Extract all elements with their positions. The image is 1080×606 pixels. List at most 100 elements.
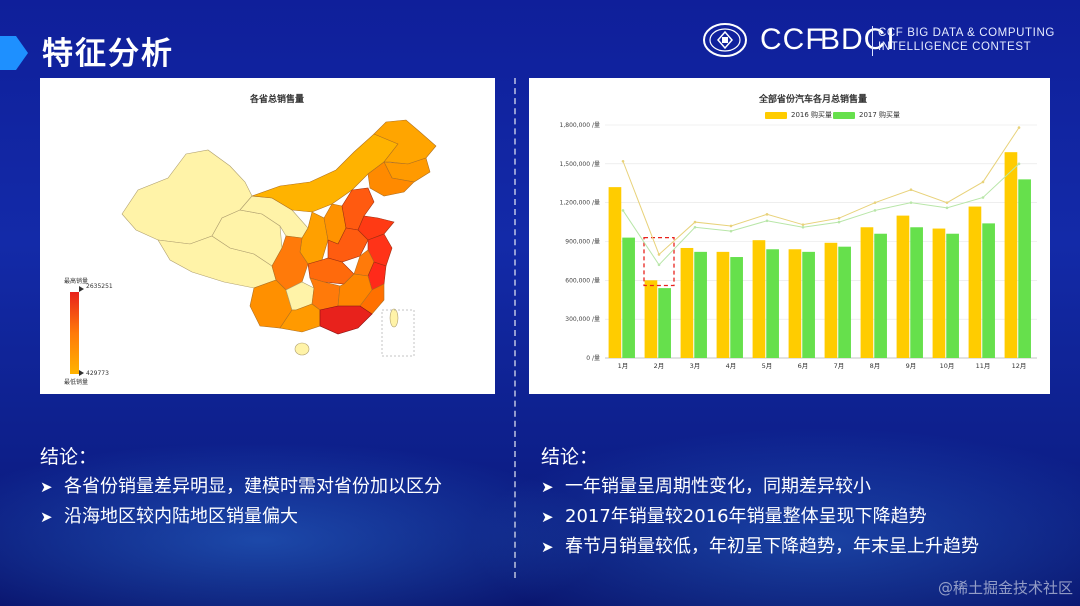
trend-point bbox=[873, 209, 877, 212]
map-region-liaoning bbox=[367, 161, 415, 197]
trend-point bbox=[729, 229, 733, 233]
arrow-bullet-icon: ➤ bbox=[40, 478, 53, 496]
left-conclusion-heading: 结论： bbox=[40, 446, 98, 468]
trend-point bbox=[729, 224, 733, 228]
y-tick-label: 600,000 /量 bbox=[565, 277, 600, 284]
trend-point bbox=[873, 201, 877, 204]
left-conclusions: 结论： ➤ 各省份销量差异明显，建模时需对省份加以区分 ➤ 沿海地区较内陆地区销量偏… bbox=[40, 442, 442, 532]
trend-point bbox=[621, 159, 625, 163]
map-region-taiwan bbox=[389, 308, 399, 328]
legend-2017-label: 2017 购买量 bbox=[859, 111, 901, 119]
bar-2017 bbox=[874, 233, 887, 358]
bar-2016 bbox=[788, 249, 802, 358]
right-conclusion-heading: 结论： bbox=[541, 446, 599, 468]
scale-max-label: 最高销量 bbox=[64, 278, 89, 285]
trend-point bbox=[909, 188, 913, 192]
trend-point bbox=[801, 225, 805, 229]
watermark: @稀土掘金技术社区 bbox=[938, 579, 1074, 597]
ccf-bdci-logo: CCF BDCI CCF BIG DATA & COMPUTING INTELL… bbox=[702, 22, 1062, 62]
left-conclusion-item: ➤ 各省份销量差异明显，建模时需对省份加以区分 bbox=[40, 472, 442, 502]
monthly-sales-bar-chart: 1,800,000 /量 1,500,000 /量 1,200,000 /量 900,… bbox=[560, 122, 1037, 370]
bar-2017 bbox=[766, 249, 779, 358]
x-tick-label: 3月 bbox=[690, 362, 701, 370]
trend-point bbox=[981, 196, 985, 199]
bar-2017 bbox=[658, 288, 671, 358]
south-china-sea-inset bbox=[381, 309, 415, 357]
scale-min-value: 429773 bbox=[86, 370, 109, 377]
trend-point bbox=[945, 201, 949, 204]
bar-2016 bbox=[644, 280, 658, 358]
bar-2017 bbox=[730, 257, 743, 358]
trend-point bbox=[765, 213, 769, 216]
x-tick-label: 1月 bbox=[618, 362, 629, 370]
y-tick-label: 300,000 /量 bbox=[565, 316, 600, 323]
y-tick-label: 0 /量 bbox=[586, 355, 600, 362]
bar-2017 bbox=[802, 251, 815, 358]
seal-logo-icon bbox=[703, 23, 747, 57]
bar-2017 bbox=[946, 233, 959, 358]
trend-point bbox=[693, 225, 697, 229]
trend-point bbox=[657, 263, 661, 267]
x-tick-label: 8月 bbox=[870, 362, 881, 370]
trend-point bbox=[837, 216, 841, 220]
trend-point bbox=[1017, 126, 1021, 129]
arrow-bullet-icon: ➤ bbox=[541, 538, 554, 556]
chart-title: 全部省份汽车各月总销售量 bbox=[759, 95, 868, 105]
bar-2016 bbox=[824, 242, 838, 358]
x-tick-label: 2月 bbox=[654, 362, 665, 370]
province-sales-map-panel: 各省总销售量 bbox=[40, 78, 495, 394]
bar-2016 bbox=[968, 206, 982, 358]
right-conclusion-text: 2017年销量较2016年销量整体呈现下降趋势 bbox=[565, 506, 927, 527]
bar-2016 bbox=[860, 227, 874, 358]
trend-point bbox=[945, 206, 949, 210]
bar-2017 bbox=[622, 237, 635, 358]
y-tick-label: 1,500,000 /量 bbox=[560, 161, 600, 168]
left-conclusion-item: ➤ 沿海地区较内陆地区销量偏大 bbox=[40, 502, 442, 532]
bar-2016 bbox=[896, 215, 910, 358]
vertical-divider bbox=[514, 78, 516, 578]
title-accent-icon bbox=[0, 36, 28, 70]
trend-point bbox=[801, 223, 805, 226]
trend-point bbox=[1017, 162, 1021, 166]
y-tick-label: 1,800,000 /量 bbox=[560, 122, 600, 129]
legend-2016-label: 2016 购买量 bbox=[791, 111, 833, 119]
trend-point bbox=[981, 180, 985, 184]
trend-point bbox=[693, 220, 697, 224]
bar-2017 bbox=[982, 223, 995, 358]
bar-2016 bbox=[1004, 152, 1018, 358]
x-tick-label: 10月 bbox=[940, 362, 955, 370]
logo-ccf-text: CCF bbox=[760, 23, 825, 56]
legend-2017: 2017 购买量 bbox=[833, 110, 900, 120]
logo-tagline-line2: INTELLIGENCE CONTEST bbox=[878, 41, 1032, 53]
bar-2017 bbox=[1018, 179, 1031, 358]
right-conclusion-item: ➤ 春节月销量较低，年初呈下降趋势，年末呈上升趋势 bbox=[541, 532, 979, 562]
sales-scale-bar bbox=[70, 292, 79, 374]
right-conclusion-item: ➤ 2017年销量较2016年销量整体呈现下降趋势 bbox=[541, 502, 979, 532]
arrow-bullet-icon: ➤ bbox=[541, 478, 554, 496]
trend-point bbox=[909, 201, 913, 204]
scale-max-value: 2635251 bbox=[86, 283, 113, 290]
arrow-bullet-icon: ➤ bbox=[541, 508, 554, 526]
scale-min-label: 最低销量 bbox=[64, 379, 89, 386]
map-region-hainan bbox=[294, 342, 310, 356]
left-conclusion-text: 各省份销量差异明显，建模时需对省份加以区分 bbox=[64, 476, 442, 497]
x-tick-label: 4月 bbox=[726, 362, 737, 370]
legend-2016-swatch bbox=[765, 111, 787, 119]
map-region-shaanxi bbox=[299, 211, 329, 265]
bar-2016 bbox=[680, 247, 694, 358]
bar-2017 bbox=[694, 251, 707, 358]
x-tick-label: 6月 bbox=[798, 362, 809, 370]
bar-2017 bbox=[910, 227, 923, 358]
trend-line bbox=[622, 163, 1020, 266]
logo-bdci-text: BDCI bbox=[820, 23, 896, 56]
map-region-guangdong bbox=[319, 305, 373, 335]
logo-separator bbox=[872, 26, 873, 56]
map-region-qinghai bbox=[211, 209, 283, 267]
highlight-box bbox=[643, 236, 675, 287]
x-tick-label: 7月 bbox=[834, 362, 845, 370]
legend-2016: 2016 购买量 bbox=[765, 110, 832, 120]
logo-tagline-line1: CCF BIG DATA & COMPUTING bbox=[878, 27, 1055, 39]
map-region-guangxi bbox=[279, 303, 321, 333]
legend-2017-swatch bbox=[833, 111, 855, 119]
trend-line bbox=[622, 127, 1020, 256]
